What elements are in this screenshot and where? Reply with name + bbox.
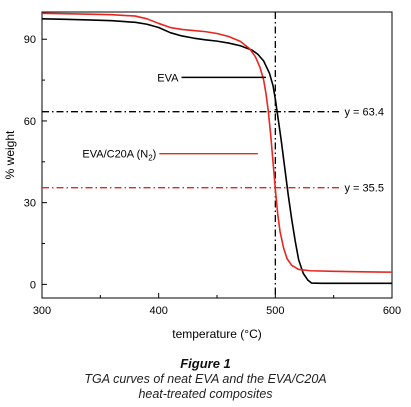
reference-label: y = 35.5 (345, 183, 384, 195)
figure-caption: TGA curves of neat EVA and the EVA/C20A … (0, 372, 411, 402)
eva-c20a-label: EVA/C20A (N2) (82, 149, 156, 163)
reference-label: y = 63.4 (345, 107, 384, 119)
tga-chart: 300 400 500 600 0 30 60 90 temperature (°C) % wei… (3, 11, 401, 341)
eva-label: EVA (157, 72, 179, 84)
series-line-eva (41, 18, 392, 285)
y-tick-label: 0 (30, 279, 36, 291)
x-tick-label: 500 (266, 305, 284, 317)
figure-number: Figure 1 (180, 356, 231, 371)
y-tick-label: 60 (24, 116, 36, 128)
x-tick-label: 300 (33, 305, 51, 317)
x-axis-label: temperature (°C) (172, 327, 262, 341)
caption-line-2: heat-treated composites (138, 387, 273, 401)
y-tick-label: 30 (24, 198, 36, 210)
series-line-eva-c20a (41, 12, 393, 273)
x-tick-label: 400 (149, 305, 167, 317)
caption-line-1: TGA curves of neat EVA and the EVA/C20A (84, 372, 327, 386)
x-tick-label: 600 (383, 305, 401, 317)
y-axis-label: % weight (3, 130, 17, 179)
y-tick-label: 90 (24, 34, 36, 46)
